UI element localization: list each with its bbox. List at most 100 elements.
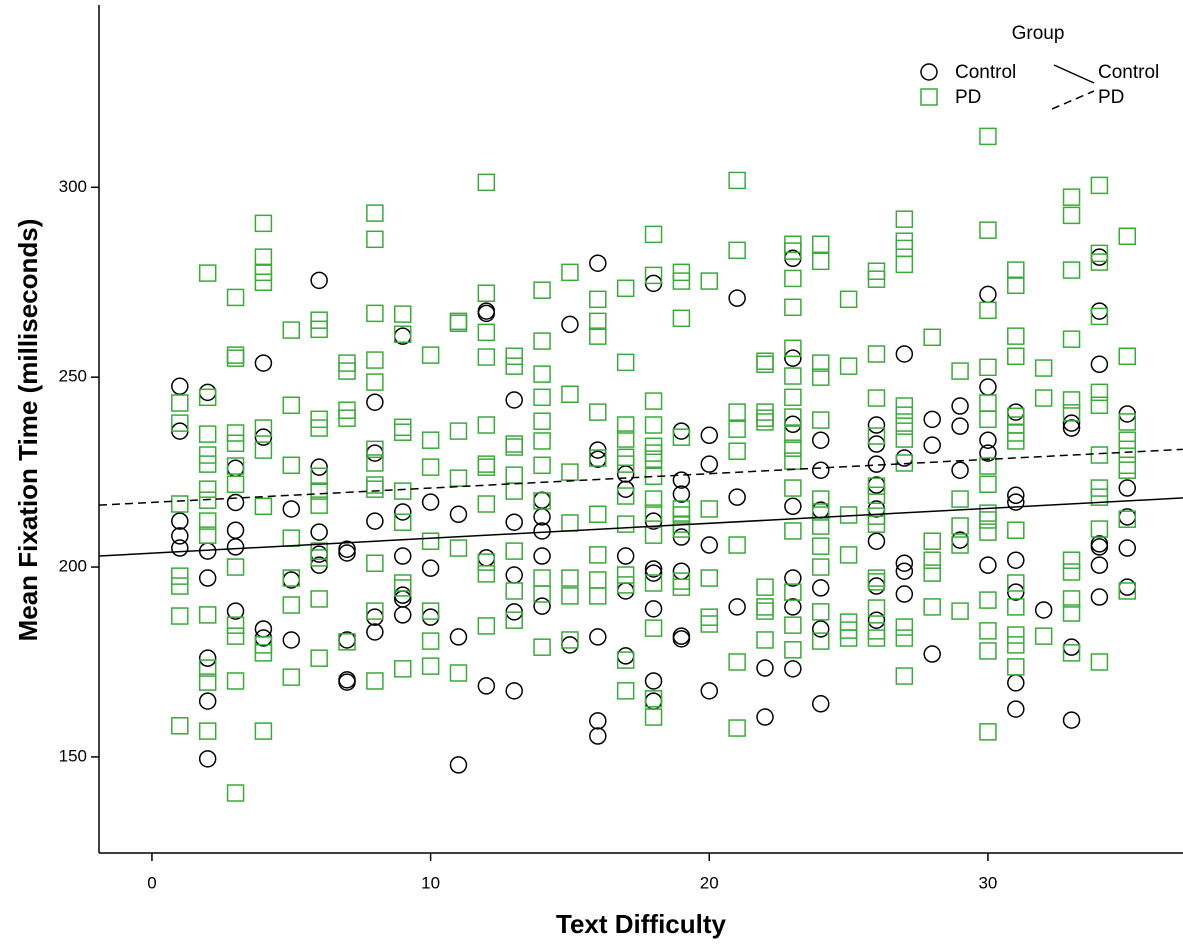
data-point: [366, 554, 384, 572]
data-point: [421, 346, 440, 364]
data-point: [198, 425, 217, 443]
data-point: [895, 430, 914, 448]
data-point: [1118, 461, 1137, 479]
data-point: [728, 598, 746, 616]
data-point: [198, 455, 217, 473]
data-point: [923, 410, 941, 429]
data-point: [756, 578, 774, 596]
data-point: [784, 425, 802, 443]
data-point: [198, 692, 217, 710]
data-point: [449, 756, 468, 774]
data-point: [895, 562, 914, 580]
legend-line: [1051, 90, 1095, 110]
data-point: [533, 547, 551, 565]
data-point: [589, 290, 607, 309]
data-point: [561, 385, 579, 404]
data-point: [1062, 551, 1081, 569]
data-point: [226, 457, 245, 475]
data-point: [449, 505, 468, 524]
data-point: [589, 327, 607, 345]
data-point: [366, 454, 384, 472]
y-tick-label: 150: [59, 746, 87, 765]
data-point: [644, 690, 663, 708]
data-point: [561, 569, 579, 587]
data-point: [616, 651, 635, 669]
data-point: [366, 480, 384, 498]
data-point: [282, 596, 301, 614]
data-point: [1062, 590, 1081, 608]
data-point: [198, 649, 217, 667]
data-point: [477, 677, 496, 695]
data-point: [421, 559, 440, 577]
data-point: [589, 571, 607, 589]
data-point: [338, 409, 356, 427]
legend-label: PD: [955, 87, 981, 108]
data-point: [533, 492, 551, 510]
data-point: [784, 242, 802, 260]
data-point: [1007, 432, 1025, 450]
data-point: [1007, 658, 1025, 676]
data-point: [616, 576, 635, 594]
data-point: [1090, 396, 1109, 415]
data-point: [979, 556, 997, 574]
data-point: [533, 597, 551, 615]
data-point: [616, 279, 635, 298]
data-point: [226, 602, 245, 620]
data-point: [923, 564, 941, 582]
data-point: [895, 406, 914, 424]
data-point: [1062, 404, 1081, 422]
data-point: [811, 603, 830, 621]
data-point: [811, 411, 830, 429]
data-point: [811, 537, 830, 555]
data-point: [282, 500, 301, 518]
data-point: [756, 403, 774, 421]
data-point: [254, 428, 273, 446]
data-point: [951, 517, 969, 535]
data-point: [979, 642, 997, 660]
data-point: [366, 204, 384, 222]
data-point: [561, 263, 579, 282]
data-point: [811, 503, 830, 521]
data-point: [198, 388, 217, 407]
data-point: [505, 566, 523, 584]
data-point: [951, 536, 969, 554]
data-point: [756, 413, 774, 431]
data-point: [449, 314, 468, 332]
data-point: [421, 431, 440, 449]
data-point: [1062, 188, 1081, 206]
data-point: [700, 536, 719, 554]
data-point: [1090, 538, 1109, 556]
data-point: [1062, 261, 1081, 279]
data-point: [393, 325, 412, 344]
data-point: [1034, 389, 1053, 407]
data-point: [644, 416, 663, 434]
data-point: [728, 488, 746, 506]
data-point: [616, 353, 635, 372]
data-point: [784, 641, 802, 659]
data-point: [811, 368, 830, 386]
data-point: [254, 722, 273, 740]
data-point: [811, 461, 830, 479]
data-point: [784, 569, 802, 587]
data-point: [867, 629, 886, 647]
data-point: [1062, 206, 1081, 225]
data-point: [979, 301, 997, 320]
data-point: [756, 631, 774, 649]
data-point: [505, 682, 523, 700]
data-point: [811, 490, 830, 508]
data-point: [672, 578, 691, 596]
data-point: [784, 583, 802, 601]
data-point: [589, 712, 607, 730]
data-point: [979, 444, 997, 462]
data-point: [867, 427, 886, 445]
data-point: [366, 672, 384, 690]
data-point: [171, 607, 189, 625]
data-point: [393, 590, 412, 608]
data-point: [366, 304, 384, 323]
data-point: [616, 430, 635, 448]
data-point: [310, 458, 328, 476]
data-point: [895, 454, 914, 472]
data-point: [1007, 636, 1025, 654]
data-point: [895, 667, 914, 685]
data-point: [895, 585, 914, 603]
